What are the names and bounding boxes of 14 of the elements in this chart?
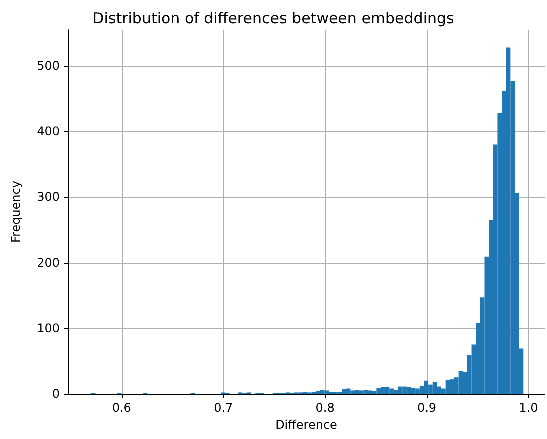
y-tick-label: 300 [37, 190, 60, 204]
y-tick-label: 400 [37, 124, 60, 139]
y-tick-label: 200 [37, 256, 60, 270]
y-tick-label: 100 [37, 321, 60, 336]
y-tick-label: 500 [37, 59, 60, 74]
x-axis-title: Difference [276, 418, 338, 432]
x-tick-label: 0.7 [214, 401, 234, 415]
y-tick-label: 0 [52, 387, 60, 401]
chart-title: Distribution of differences between embeddings [92, 10, 455, 28]
x-tick-label: 0.9 [417, 401, 437, 415]
x-tick-label: 0.6 [112, 401, 132, 415]
y-axis-title: Frequency [9, 181, 23, 243]
x-tick-label: 1.0 [519, 401, 538, 415]
x-tick-label: 0.8 [316, 401, 335, 415]
